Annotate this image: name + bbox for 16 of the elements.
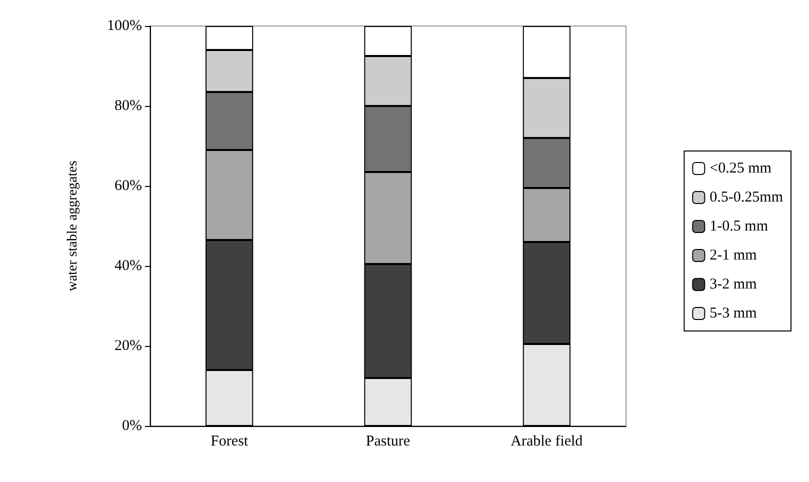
y-tick-label: 80% — [114, 98, 142, 114]
y-axis-title: water stable aggregates — [66, 160, 80, 292]
y-tick-label: 20% — [114, 338, 142, 354]
x-tick-label: Pasture — [366, 434, 410, 450]
y-tick-label: 40% — [114, 258, 142, 274]
legend-label: 1-0.5 mm — [710, 218, 768, 234]
legend-label: 3-2 mm — [710, 276, 758, 292]
legend-label: <0.25 mm — [710, 160, 772, 176]
y-tick-label: 0% — [122, 418, 142, 434]
legend-label: 5-3 mm — [710, 306, 758, 322]
x-tick-label: Arable field — [510, 434, 584, 450]
y-tick-label: 60% — [114, 178, 142, 194]
x-tick-label: Forest — [210, 434, 249, 450]
legend-label: 2-1 mm — [710, 248, 758, 264]
y-tick-label: 100% — [107, 18, 142, 34]
legend-label: 0.5-0.25mm — [710, 190, 784, 206]
